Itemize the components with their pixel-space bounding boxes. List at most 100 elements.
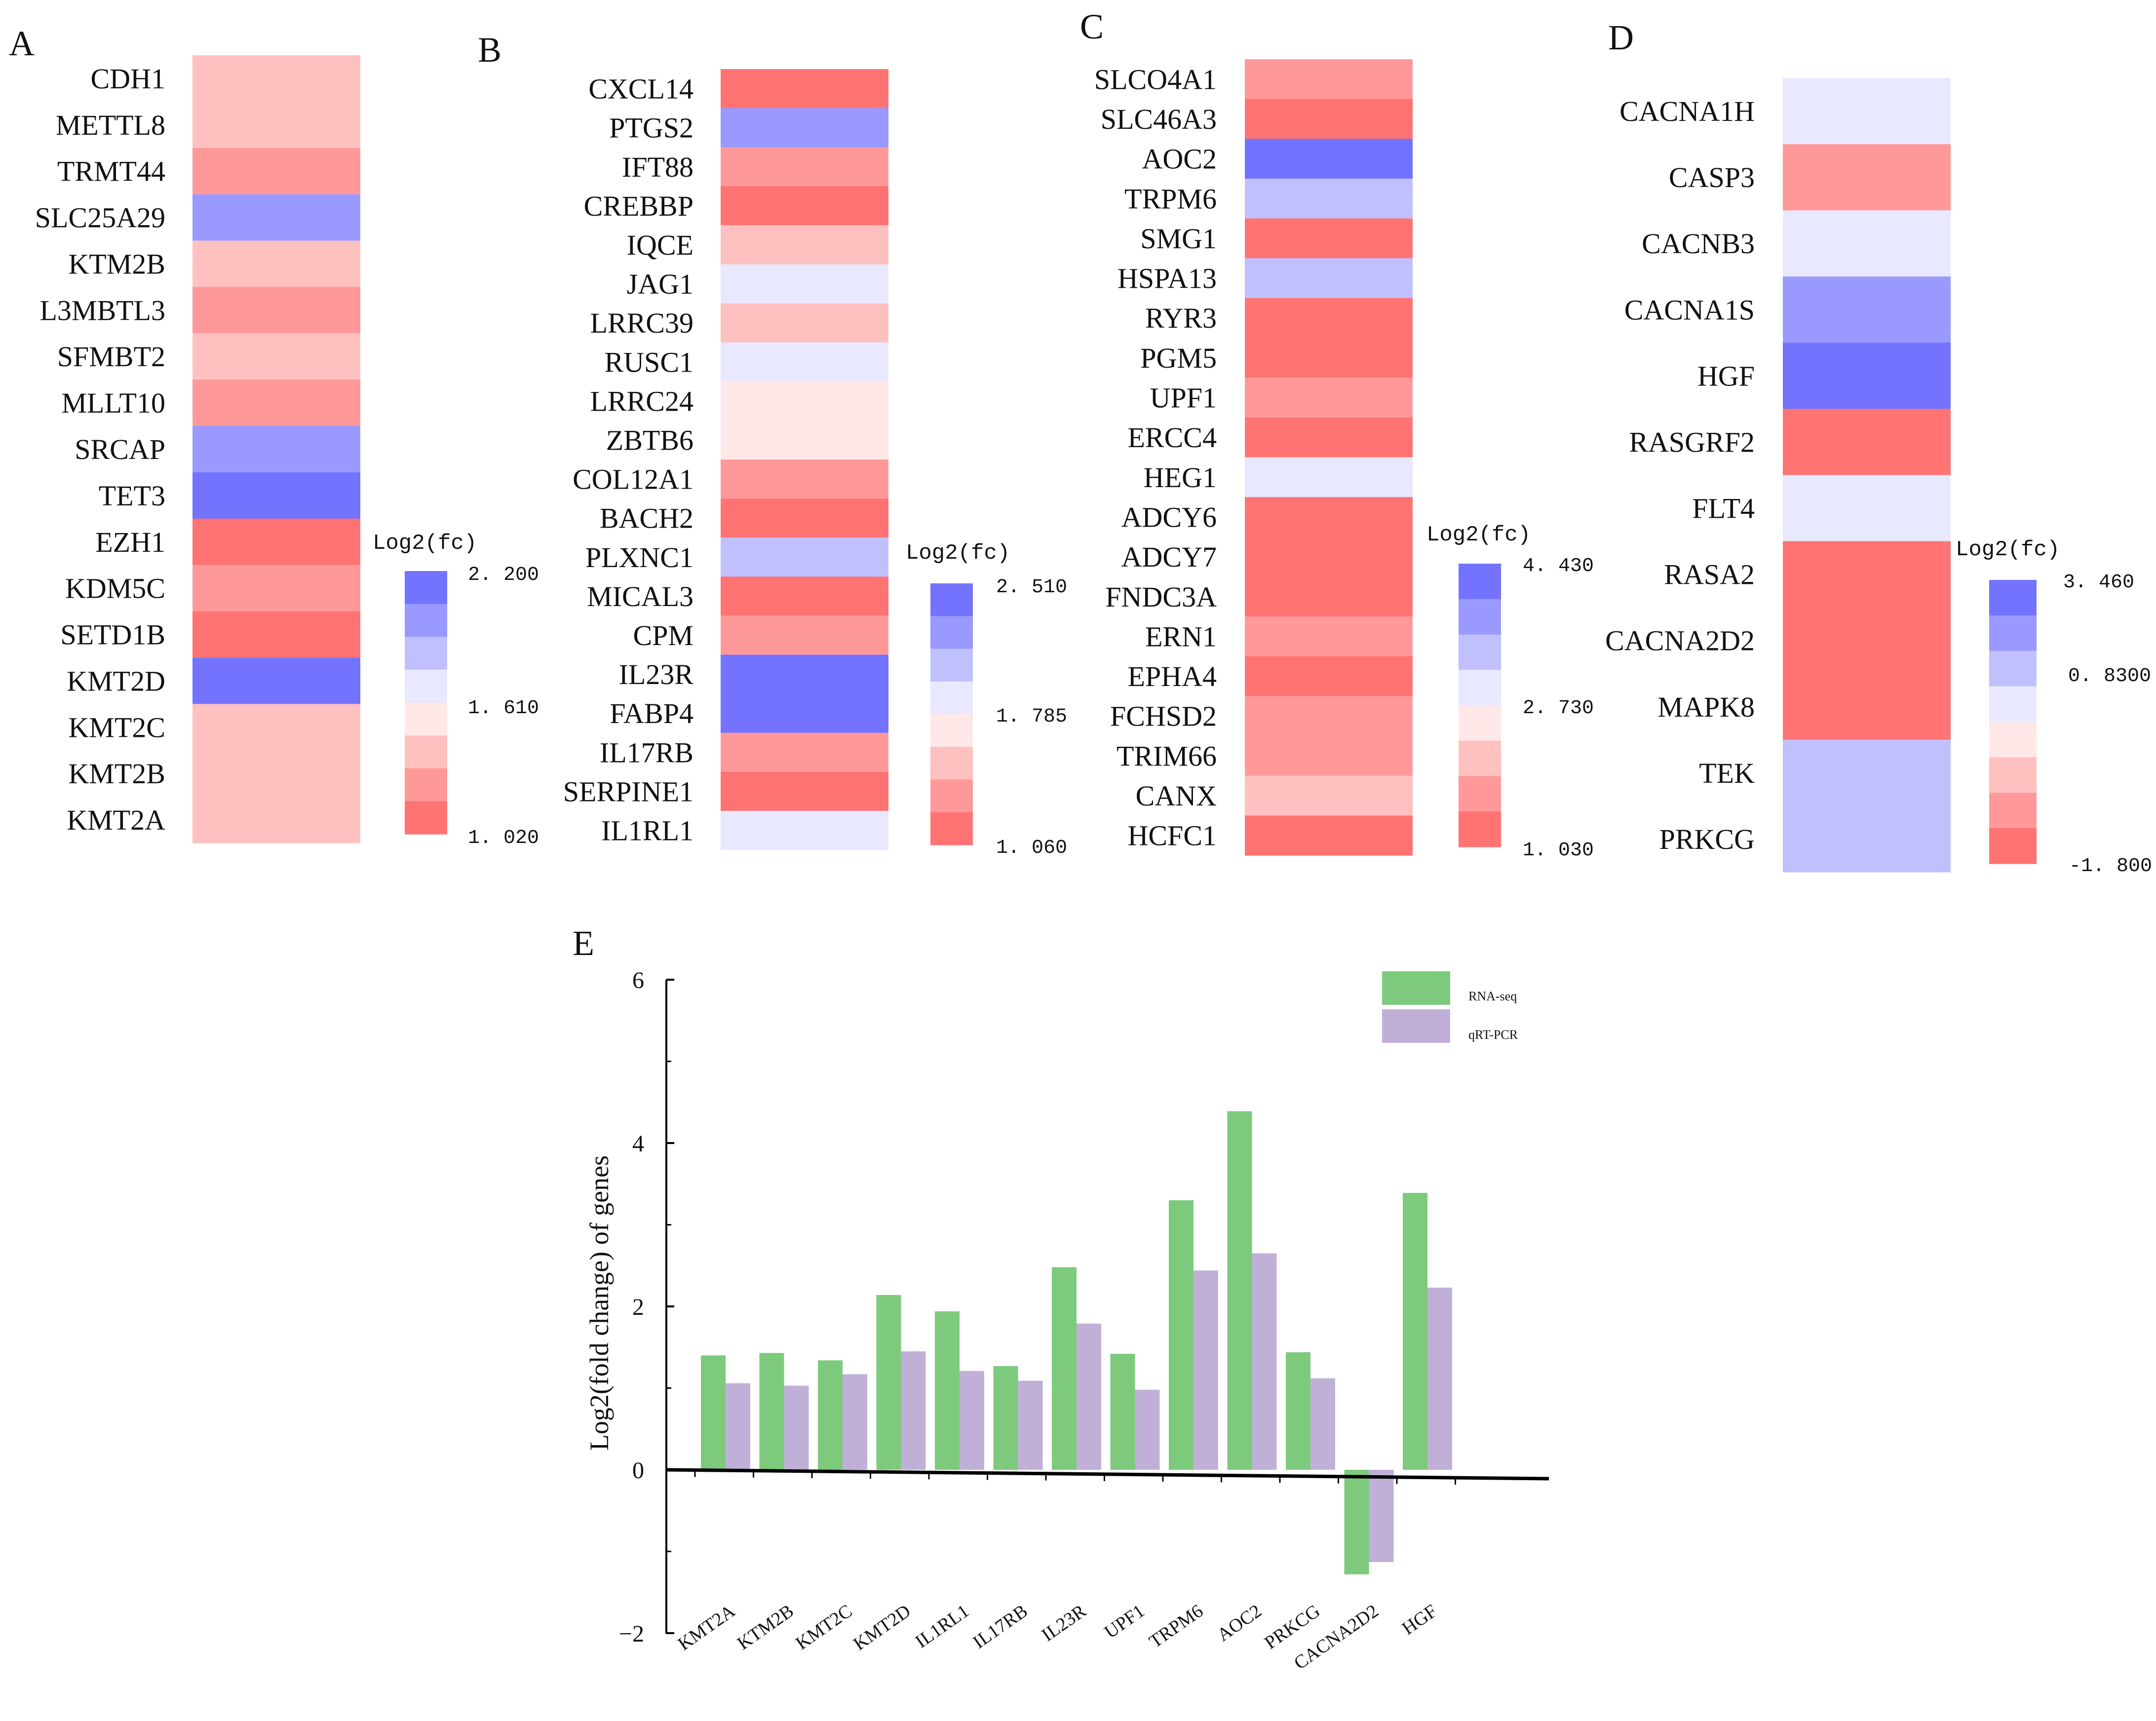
heatmap-gene-label: KDM5C xyxy=(65,573,165,605)
panel-letter-e: E xyxy=(573,923,594,963)
heatmap-gene-label: KMT2C xyxy=(68,711,165,743)
heatmap-b-legend-max: 2. 510 xyxy=(996,576,1067,599)
legend-color-swatch xyxy=(405,604,447,637)
legend-label-rna-seq: RNA-seq xyxy=(1468,989,1517,1003)
heatmap-cell xyxy=(721,810,888,850)
legend-color-swatch xyxy=(1459,776,1501,812)
legend-color-swatch xyxy=(1989,580,2037,616)
heatmap-gene-label: KMT2B xyxy=(68,758,165,790)
bar-rna-seq xyxy=(1286,1352,1310,1470)
heatmap-gene-label: METTL8 xyxy=(56,109,165,141)
bar-rna-seq xyxy=(876,1295,901,1470)
y-tick-label: 4 xyxy=(632,1131,644,1157)
heatmap-cell xyxy=(192,101,360,149)
legend-color-swatch xyxy=(1989,650,2037,687)
heatmap-d-legend-swatches xyxy=(1989,580,2037,864)
legend-color-swatch xyxy=(1989,757,2037,793)
legend-color-swatch xyxy=(1459,564,1501,600)
heatmap-cell xyxy=(192,518,360,566)
heatmap-cell xyxy=(721,576,888,616)
bar-rna-seq xyxy=(759,1353,784,1470)
heatmap-gene-label: ADCY7 xyxy=(1121,541,1217,573)
legend-color-swatch xyxy=(405,702,447,736)
heatmap-cell xyxy=(192,472,360,519)
heatmap-cell xyxy=(1783,343,1951,410)
bar-qrt-pcr xyxy=(1135,1389,1160,1470)
heatmap-cell xyxy=(721,732,888,772)
heatmap-gene-label: HSPA13 xyxy=(1117,263,1217,295)
heatmap-gene-label: LRRC24 xyxy=(590,385,694,417)
legend-color-swatch xyxy=(930,649,973,682)
heatmap-cell xyxy=(721,303,888,343)
heatmap-d-legend-min: -1. 800 xyxy=(2069,855,2152,878)
heatmap-gene-label: MLLT10 xyxy=(61,387,165,419)
bar-rna-seq xyxy=(1344,1470,1369,1574)
heatmap-cell xyxy=(1245,218,1413,259)
bar-qrt-pcr xyxy=(1252,1253,1277,1470)
heatmap-gene-label: PRKCG xyxy=(1659,823,1755,855)
legend-color-swatch xyxy=(930,583,973,616)
bar-qrt-pcr xyxy=(1310,1378,1335,1470)
heatmap-gene-label: JAG1 xyxy=(627,268,693,300)
legend-color-swatch xyxy=(1989,686,2037,723)
heatmap-gene-label: LRRC39 xyxy=(590,307,694,339)
legend-swatch-rna-seq xyxy=(1382,971,1450,1005)
heatmap-cell xyxy=(1245,497,1413,537)
heatmap-cell xyxy=(721,264,888,304)
heatmap-cell xyxy=(192,287,360,334)
heatmap-cell xyxy=(192,55,360,102)
heatmap-cell xyxy=(192,333,360,380)
heatmap-d-cells xyxy=(1783,78,1951,873)
heatmap-gene-label: CASP3 xyxy=(1669,161,1755,193)
heatmap-gene-label: FABP4 xyxy=(610,697,693,729)
heatmap-a-gene-labels: CDH1 METTL8 TRMT44 SLC25A29 KTM2B L3MBTL3 SFMB… xyxy=(35,63,165,836)
heatmap-a-legend-max: 2. 200 xyxy=(468,564,539,586)
heatmap-cell xyxy=(192,750,360,797)
heatmap-b-legend-mid: 1. 785 xyxy=(996,706,1067,728)
heatmap-cell xyxy=(1783,673,1951,740)
heatmap-d-legend-title: Log2(fc) xyxy=(1956,537,2060,562)
heatmap-cell xyxy=(1245,815,1413,856)
heatmap-gene-label: HEG1 xyxy=(1144,461,1217,494)
legend-color-swatch xyxy=(405,735,447,769)
heatmap-gene-label: FNDC3A xyxy=(1105,581,1217,613)
heatmap-gene-label: IL23R xyxy=(619,658,694,690)
panel-letter-d: D xyxy=(1608,18,1634,57)
heatmap-a-legend: Log2(fc) 2. 200 1. 610 1. 020 xyxy=(373,531,539,849)
heatmap-cell xyxy=(192,565,360,612)
heatmap-cell xyxy=(721,693,888,733)
heatmap-panel-b: CXCL14 PTGS2 IFT88 CREBBP IQCE JAG1 LRRC39 RUSC… xyxy=(563,69,1067,859)
bar-rna-seq xyxy=(818,1360,843,1470)
y-tick-label: 6 xyxy=(632,967,644,994)
heatmap-b-legend-title: Log2(fc) xyxy=(906,541,1010,566)
heatmap-gene-label: IFT88 xyxy=(622,151,693,183)
heatmap-gene-label: TRPM6 xyxy=(1124,183,1217,215)
heatmap-gene-label: SMG1 xyxy=(1140,223,1217,255)
zero-baseline xyxy=(666,1468,1549,1481)
heatmap-cell xyxy=(1783,210,1951,277)
heatmap-cell xyxy=(1245,536,1413,577)
heatmap-gene-label: IL1RL1 xyxy=(601,814,693,846)
legend-color-swatch xyxy=(930,812,973,845)
bar-qrt-pcr xyxy=(1369,1470,1394,1563)
legend-color-swatch xyxy=(405,637,447,670)
heatmap-cell xyxy=(721,186,888,226)
heatmap-gene-label: TET3 xyxy=(99,480,165,512)
bar-rna-seq xyxy=(935,1311,960,1470)
heatmap-gene-label: CXCL14 xyxy=(588,73,693,105)
heatmap-b-gene-labels: CXCL14 PTGS2 IFT88 CREBBP IQCE JAG1 LRRC39 RUSC… xyxy=(563,73,694,847)
heatmap-c-legend-max: 4. 430 xyxy=(1523,555,1594,577)
heatmap-cell xyxy=(721,615,888,655)
heatmap-gene-label: AOC2 xyxy=(1142,143,1217,175)
heatmap-gene-label: KMT2D xyxy=(67,665,165,697)
bar-chart-bars xyxy=(701,1111,1452,1574)
legend-swatch-qrt-pcr xyxy=(1382,1009,1450,1043)
heatmap-cell xyxy=(192,240,360,288)
heatmap-a-legend-mid: 1. 610 xyxy=(468,697,539,720)
bar-qrt-pcr xyxy=(1427,1287,1452,1470)
heatmap-d-gene-labels: CACNA1H CASP3 CACNB3 CACNA1S HGF RASGRF2 FLT4 R… xyxy=(1605,95,1755,855)
heatmap-gene-label: TEK xyxy=(1699,757,1755,789)
heatmap-b-legend: Log2(fc) 2. 510 1. 785 1. 060 xyxy=(906,541,1067,859)
heatmap-a-legend-title: Log2(fc) xyxy=(373,531,477,556)
heatmap-b-legend-swatches xyxy=(930,583,973,845)
